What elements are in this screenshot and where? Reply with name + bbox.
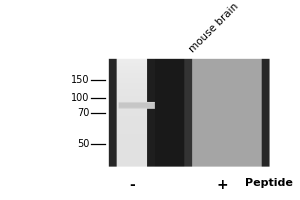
Text: +: + [216,178,228,192]
Text: 70: 70 [77,108,89,118]
Text: -: - [129,178,135,192]
Text: 150: 150 [71,75,89,85]
Text: mouse brain: mouse brain [187,1,240,54]
Text: Peptide: Peptide [244,178,292,188]
Text: 100: 100 [71,93,89,103]
Text: 50: 50 [77,139,89,149]
